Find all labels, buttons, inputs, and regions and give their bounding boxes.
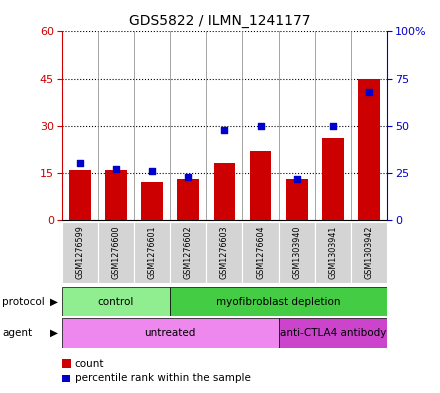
Point bbox=[112, 166, 119, 172]
Text: GSM1276602: GSM1276602 bbox=[184, 226, 193, 279]
Text: GSM1276599: GSM1276599 bbox=[75, 226, 84, 279]
Bar bbox=[170, 222, 206, 283]
Text: protocol: protocol bbox=[2, 297, 45, 307]
Point bbox=[366, 89, 373, 95]
Point bbox=[149, 168, 156, 174]
Bar bbox=[279, 318, 387, 348]
Text: GSM1303940: GSM1303940 bbox=[292, 226, 301, 279]
Bar bbox=[105, 170, 127, 220]
Text: anti-CTLA4 antibody: anti-CTLA4 antibody bbox=[280, 328, 386, 338]
Bar bbox=[170, 287, 387, 316]
Point bbox=[185, 174, 192, 180]
Text: GSM1276604: GSM1276604 bbox=[256, 226, 265, 279]
Point bbox=[330, 123, 337, 129]
Bar bbox=[206, 222, 242, 283]
Text: GSM1276603: GSM1276603 bbox=[220, 226, 229, 279]
Bar bbox=[141, 182, 163, 220]
Bar bbox=[279, 222, 315, 283]
Bar bbox=[69, 170, 91, 220]
Bar bbox=[98, 222, 134, 283]
Text: control: control bbox=[98, 297, 134, 307]
Text: agent: agent bbox=[2, 328, 32, 338]
Text: GSM1303941: GSM1303941 bbox=[328, 226, 337, 279]
Text: GSM1276600: GSM1276600 bbox=[111, 226, 121, 279]
Bar bbox=[358, 79, 380, 220]
Point bbox=[257, 123, 264, 129]
Text: ▶: ▶ bbox=[50, 328, 58, 338]
Point bbox=[221, 127, 228, 133]
Bar bbox=[322, 138, 344, 220]
Text: percentile rank within the sample: percentile rank within the sample bbox=[75, 373, 251, 383]
Text: GSM1303942: GSM1303942 bbox=[365, 226, 374, 279]
Bar bbox=[134, 222, 170, 283]
Point bbox=[293, 175, 300, 182]
Text: untreated: untreated bbox=[144, 328, 196, 338]
Text: ▶: ▶ bbox=[50, 297, 58, 307]
Text: GDS5822 / ILMN_1241177: GDS5822 / ILMN_1241177 bbox=[129, 14, 311, 28]
Bar bbox=[62, 318, 279, 348]
Point bbox=[76, 160, 83, 167]
Bar bbox=[62, 222, 98, 283]
Text: count: count bbox=[75, 358, 104, 369]
Text: GSM1276601: GSM1276601 bbox=[147, 226, 157, 279]
Bar bbox=[177, 179, 199, 220]
Bar bbox=[213, 163, 235, 220]
Text: myofibroblast depletion: myofibroblast depletion bbox=[216, 297, 341, 307]
Bar bbox=[250, 151, 271, 220]
Bar bbox=[62, 287, 170, 316]
Bar bbox=[286, 179, 308, 220]
Bar bbox=[242, 222, 279, 283]
Bar bbox=[351, 222, 387, 283]
Bar bbox=[315, 222, 351, 283]
